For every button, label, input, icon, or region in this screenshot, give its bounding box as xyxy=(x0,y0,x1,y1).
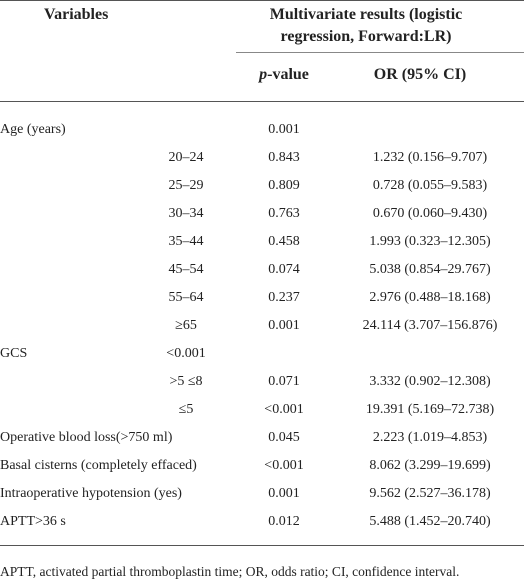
p-value: 0.237 xyxy=(268,290,300,305)
odds-ratio: 5.488 (1.452–20.740) xyxy=(369,514,491,529)
header-rule xyxy=(0,101,524,102)
row-sublabel: 45–54 xyxy=(168,262,204,277)
odds-ratio: 8.062 (3.299–19.699) xyxy=(369,458,491,473)
row-sublabel: 20–24 xyxy=(168,150,204,165)
odds-ratio: 1.993 (0.323–12.305) xyxy=(369,234,491,249)
row-sublabel: <0.001 xyxy=(166,346,206,361)
row-sublabel: ≤5 xyxy=(178,402,194,417)
p-value: 0.809 xyxy=(268,178,300,193)
header-multivariate: Multivariate results (logistic regressio… xyxy=(269,6,463,45)
row-label: GCS xyxy=(0,346,28,361)
row-sublabel: ≥65 xyxy=(175,318,197,333)
p-value: 0.074 xyxy=(268,262,300,277)
header-pvalue: p-value xyxy=(259,64,309,86)
p-value: 0.843 xyxy=(268,150,300,165)
header-variables: Variables xyxy=(44,6,109,23)
header-or: OR (95% CI) xyxy=(373,66,467,83)
odds-ratio: 24.114 (3.707–156.876) xyxy=(362,318,498,333)
p-value: 0.001 xyxy=(268,486,300,501)
odds-ratio: 2.976 (0.488–18.168) xyxy=(369,290,491,305)
odds-ratio: 5.038 (0.854–29.767) xyxy=(369,262,491,277)
bottom-rule xyxy=(0,545,524,546)
odds-ratio: 2.223 (1.019–4.853) xyxy=(372,430,488,445)
top-rule xyxy=(0,0,524,1)
p-value: 0.001 xyxy=(268,318,300,333)
row-label: Basal cisterns (completely effaced) xyxy=(0,458,197,473)
row-sublabel: 35–44 xyxy=(168,234,204,249)
odds-ratio: 0.728 (0.055–9.583) xyxy=(372,178,488,193)
header-pvalue-italic: p xyxy=(259,66,268,83)
p-value: 0.763 xyxy=(268,206,300,221)
row-sublabel: >5 ≤8 xyxy=(169,374,203,389)
row-sublabel: 55–64 xyxy=(168,290,204,305)
row-label: Operative blood loss(>750 ml) xyxy=(0,430,173,445)
p-value: 0.045 xyxy=(268,430,300,445)
p-value: 0.012 xyxy=(268,514,300,529)
row-label: Age (years) xyxy=(0,122,66,137)
row-sublabel: 25–29 xyxy=(168,178,204,193)
odds-ratio: 0.670 (0.060–9.430) xyxy=(372,206,488,221)
odds-ratio: 3.332 (0.902–12.308) xyxy=(369,374,491,389)
p-value: <0.001 xyxy=(264,402,304,417)
p-value: 0.071 xyxy=(268,374,300,389)
odds-ratio: 9.562 (2.527–36.178) xyxy=(369,486,491,501)
row-label: Intraoperative hypotension (yes) xyxy=(0,486,182,501)
group-rule xyxy=(236,52,524,53)
p-value: 0.001 xyxy=(268,122,300,137)
row-sublabel: 30–34 xyxy=(168,206,204,221)
p-value: <0.001 xyxy=(264,458,304,473)
footnote: APTT, activated partial thromboplastin t… xyxy=(0,564,460,579)
header-pvalue-rest: -value xyxy=(267,66,309,83)
odds-ratio: 1.232 (0.156–9.707) xyxy=(372,150,488,165)
p-value: 0.458 xyxy=(268,234,300,249)
row-label: APTT>36 s xyxy=(0,514,66,529)
odds-ratio: 19.391 (5.169–72.738) xyxy=(365,402,495,417)
